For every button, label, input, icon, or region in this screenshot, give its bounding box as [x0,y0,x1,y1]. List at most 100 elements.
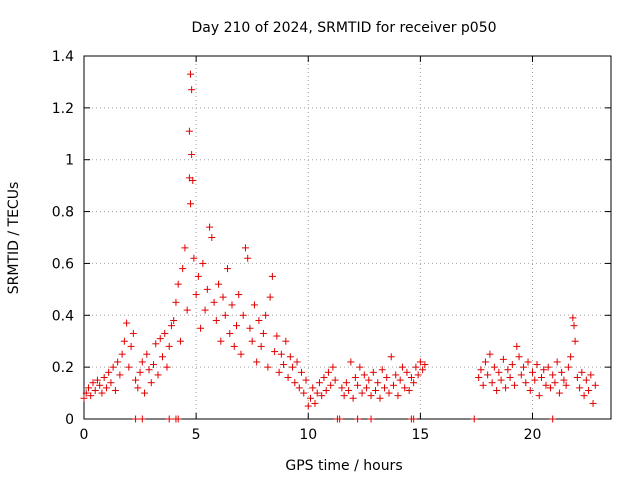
data-point [89,379,97,387]
data-point [123,319,131,327]
data-point [174,280,182,288]
x-tick-label: 10 [299,427,317,443]
data-point [475,374,483,382]
data-point [141,389,149,397]
data-point [291,379,299,387]
data-point [82,389,90,397]
data-point [544,363,552,371]
data-point [394,392,402,400]
data-point [549,415,557,423]
data-point [156,335,164,343]
data-point [537,374,545,382]
data-point [161,329,169,337]
data-point [398,363,406,371]
data-point [331,376,339,384]
data-point [585,386,593,394]
data-point [300,389,308,397]
data-point [410,379,418,387]
data-point [120,337,128,345]
data-point [84,384,92,392]
data-point [560,376,568,384]
x-tick-label: 0 [80,427,89,443]
data-point [226,329,234,337]
data-point [558,368,566,376]
data-point [105,368,113,376]
data-point [143,350,151,358]
data-point [580,392,588,400]
data-point [412,363,420,371]
data-point [562,381,570,389]
data-point [524,358,532,366]
data-point [531,376,539,384]
data-point [286,353,294,361]
data-point [277,350,285,358]
data-point [338,384,346,392]
data-point [174,415,182,423]
data-point [100,374,108,382]
data-point [535,392,543,400]
data-point [354,415,362,423]
data-point [383,374,391,382]
data-point [136,368,144,376]
data-point [219,293,227,301]
data-point [187,70,195,78]
data-point [114,358,122,366]
data-point [336,415,344,423]
data-point [470,415,478,423]
data-point [176,337,184,345]
data-point [215,280,223,288]
data-point [80,394,88,402]
data-point [340,392,348,400]
data-point [367,415,375,423]
data-point [295,384,303,392]
data-point [529,368,537,376]
data-point [570,322,578,330]
data-point [488,379,496,387]
data-point [217,337,225,345]
data-point [298,368,306,376]
data-point [490,363,498,371]
data-point [564,363,572,371]
data-point [230,342,238,350]
data-point [289,363,297,371]
data-point [165,415,173,423]
data-point [212,316,220,324]
data-point [591,381,599,389]
data-point [401,384,409,392]
data-point [349,394,357,402]
data-point [165,342,173,350]
data-point [96,381,104,389]
data-point [324,368,332,376]
data-point [257,342,265,350]
data-point [206,223,214,231]
data-point [354,381,362,389]
data-point [109,363,117,371]
data-point [304,402,312,410]
y-tick-label: 0 [65,412,74,428]
data-point [138,415,146,423]
data-point [111,386,119,394]
data-point [187,200,195,208]
data-point [273,332,281,340]
data-point [506,374,514,382]
data-point [183,306,191,314]
data-point [253,358,261,366]
plot-frame [83,55,612,420]
data-point [152,340,160,348]
data-point [515,353,523,361]
data-point [576,384,584,392]
data-point [235,291,243,299]
y-tick-label: 0.2 [52,360,74,376]
data-point [517,371,525,379]
x-axis-label: GPS time / hours [285,458,402,474]
data-point [268,272,276,280]
data-point [134,384,142,392]
data-point [266,293,274,301]
data-point [567,353,575,361]
chart-title: Day 210 of 2024, SRMTID for receiver p05… [191,20,496,36]
data-point [201,306,209,314]
data-point [520,363,528,371]
data-point [542,381,550,389]
data-point [228,301,236,309]
data-point [221,311,229,319]
